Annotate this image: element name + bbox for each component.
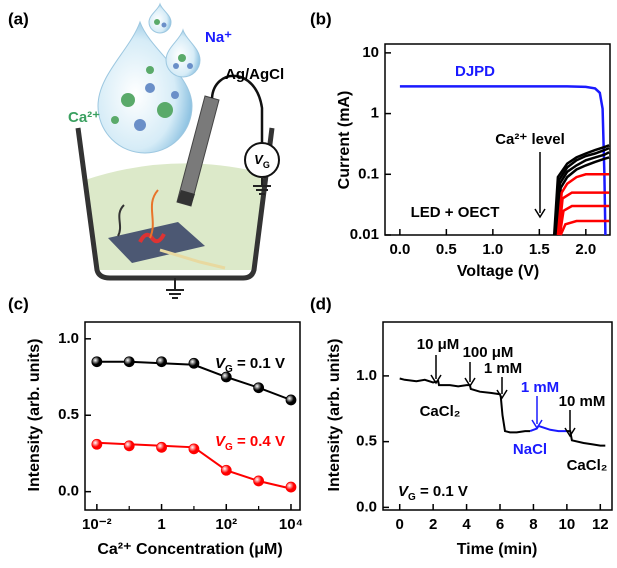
annotation: CaCl₂ (567, 457, 608, 474)
marker (189, 444, 199, 454)
plot-frame (85, 322, 300, 510)
marker (221, 465, 231, 475)
y-axis-label: Intensity (arb. units) (26, 339, 43, 492)
annotation: NaCl (513, 441, 547, 458)
x-tick-label: 0.5 (436, 241, 457, 258)
y-tick-label: 1.0 (356, 367, 377, 384)
annotation: VG = 0.4 V (215, 433, 285, 453)
annotation-text: = 0.1 V (416, 483, 468, 500)
annotation: VG = 0.1 V (398, 483, 468, 503)
line (567, 431, 605, 446)
marker (286, 482, 296, 492)
x-tick-label: 1 (157, 516, 165, 533)
annotation: Ca²⁺ level (495, 131, 565, 148)
annotation: 1 mM (484, 360, 522, 377)
y-tick-label: 0.0 (356, 498, 377, 515)
x-tick-label: 1.5 (529, 241, 550, 258)
annotation: 1 mM (521, 379, 559, 396)
wire (212, 76, 262, 143)
x-tick-label: 2.0 (575, 241, 596, 258)
annotation: 100 μM (463, 344, 514, 361)
series-label: DJPD (455, 63, 495, 80)
line (559, 193, 609, 235)
y-axis-label: Intensity (arb. units) (326, 339, 343, 492)
x-tick-label: 2 (429, 516, 437, 533)
marker (254, 476, 264, 486)
x-tick-label: 8 (529, 516, 537, 533)
y-tick-label: 0.01 (350, 226, 379, 243)
ca-label: Ca²⁺ (68, 109, 100, 126)
annotation: CaCl₂ (420, 403, 461, 420)
marker (92, 357, 102, 367)
marker (189, 358, 199, 368)
panel-label: (c) (8, 294, 29, 313)
illustration: (a) VG Na⁺ Ca²⁺ Ag/AgCl (8, 4, 284, 298)
x-tick-label: 10⁻² (82, 516, 112, 533)
marker (254, 383, 264, 393)
droplet (149, 4, 171, 33)
x-tick-label: 6 (496, 516, 504, 533)
marker (286, 395, 296, 405)
x-tick-label: 0 (396, 516, 404, 533)
droplet (166, 30, 200, 77)
x-tick-label: 0.0 (389, 241, 410, 258)
y-tick-label: 0.5 (58, 406, 79, 423)
annotation-text: = 0.1 V (233, 355, 285, 372)
panel-label: (b) (310, 9, 332, 28)
x-tick-label: 12 (592, 516, 609, 533)
line (561, 221, 609, 235)
x-tick-label: 4 (462, 516, 471, 533)
annotation: LED + OECT (411, 204, 500, 221)
panel-label: (a) (8, 9, 29, 28)
x-tick-label: 10 (559, 516, 576, 533)
y-tick-label: 0.1 (358, 165, 379, 182)
marker (124, 357, 134, 367)
panel-label: (d) (310, 294, 332, 313)
figure: (a) VG Na⁺ Ca²⁺ Ag/AgCl (b) 0.0 0.5 1.0 1.5 (0, 0, 617, 563)
x-axis-label: Time (min) (457, 541, 538, 558)
annotation-text: = 0.4 V (233, 433, 285, 450)
y-tick-label: 0.0 (58, 483, 79, 500)
annotation: VG = 0.1 V (215, 355, 285, 375)
marker (92, 439, 102, 449)
vg-sub: G (263, 160, 270, 170)
marker (157, 442, 167, 452)
ground-beaker (166, 278, 184, 298)
y-tick-label: 10 (362, 44, 379, 61)
y-tick-label: 1.0 (58, 330, 79, 347)
annotation: 10 μM (417, 336, 460, 353)
x-tick-label: 1.0 (482, 241, 503, 258)
y-tick-label: 0.5 (356, 433, 377, 450)
y-tick-label: 1 (371, 105, 379, 122)
x-tick-label: 10⁴ (279, 516, 303, 533)
electrode-label: Ag/AgCl (225, 66, 284, 83)
annotation: 10 mM (559, 393, 606, 410)
x-axis-label: Voltage (V) (457, 263, 539, 280)
marker (124, 441, 134, 451)
x-axis-label: Ca²⁺ Concentration (μM) (97, 541, 282, 558)
x-tick-label: 10² (215, 516, 237, 533)
y-axis-label: Current (mA) (336, 91, 353, 190)
na-label: Na⁺ (205, 29, 232, 46)
marker (157, 357, 167, 367)
